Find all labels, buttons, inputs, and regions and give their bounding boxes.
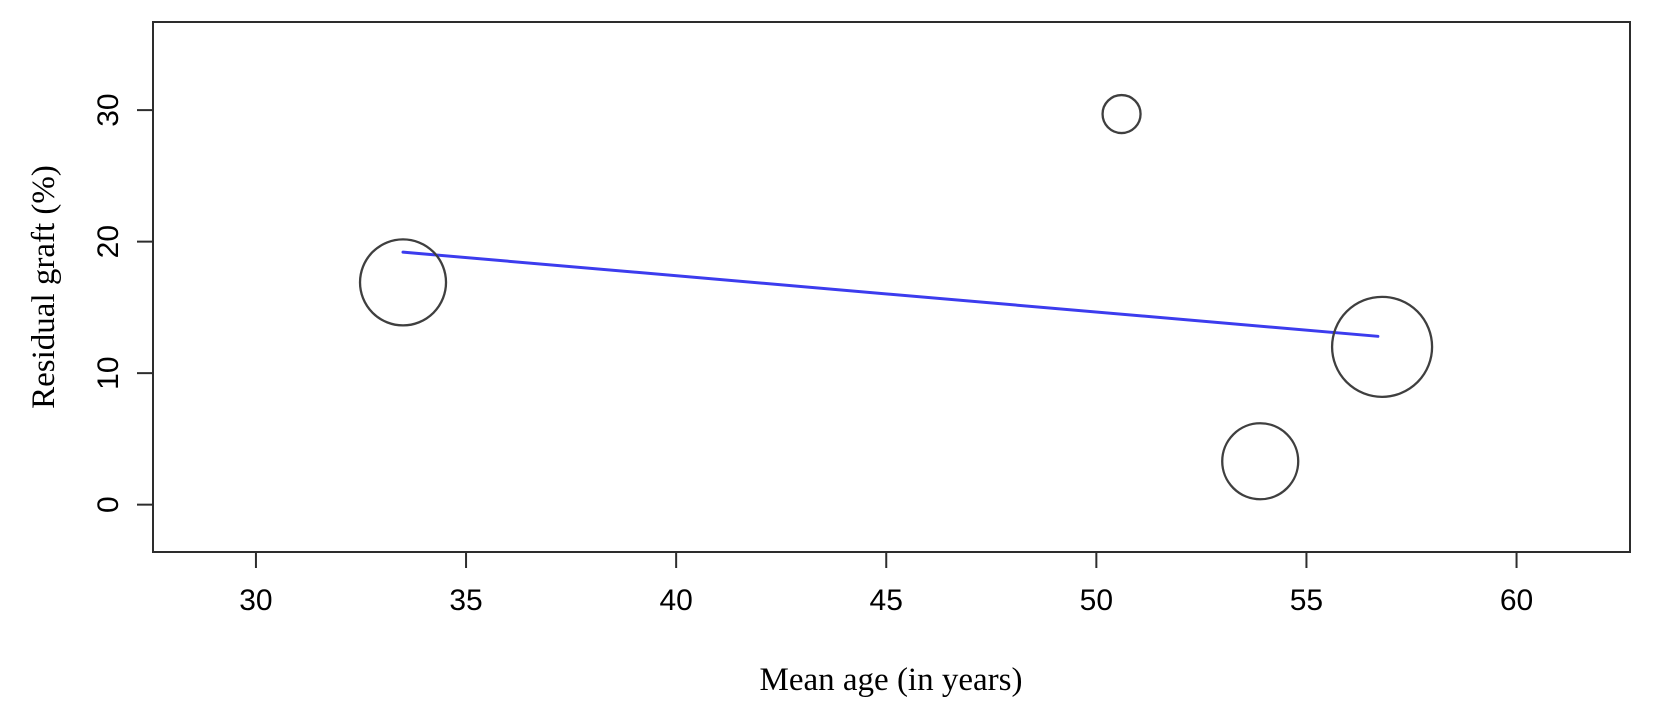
x-axis-tick-label: 45 (870, 584, 903, 617)
study-bubble (358, 238, 448, 327)
regression-line (401, 250, 1380, 338)
y-axis-tick-label: 30 (92, 93, 125, 126)
y-axis-tick-label: 0 (92, 496, 125, 513)
study-bubble (1330, 295, 1434, 398)
study-bubble (1101, 93, 1142, 135)
x-axis-title: Mean age (in years) (760, 662, 1023, 698)
study-bubble (1221, 422, 1300, 501)
x-axis-tick-label: 40 (659, 584, 692, 617)
chart-marks-layer: 30 35 40 45 50 55 60 0 10 20 30 (92, 21, 1631, 617)
y-axis-title: Residual graft (%) (26, 165, 62, 409)
x-axis-tick-label: 60 (1500, 584, 1533, 617)
x-axis-tick-label: 35 (449, 584, 482, 617)
x-axis-tick-label: 50 (1080, 584, 1113, 617)
y-axis-tick-label: 10 (92, 356, 125, 389)
plot-box (152, 21, 1631, 553)
y-axis-tick-label: 20 (92, 225, 125, 258)
x-axis-tick-label: 55 (1290, 584, 1323, 617)
x-axis-tick-label: 30 (239, 584, 272, 617)
